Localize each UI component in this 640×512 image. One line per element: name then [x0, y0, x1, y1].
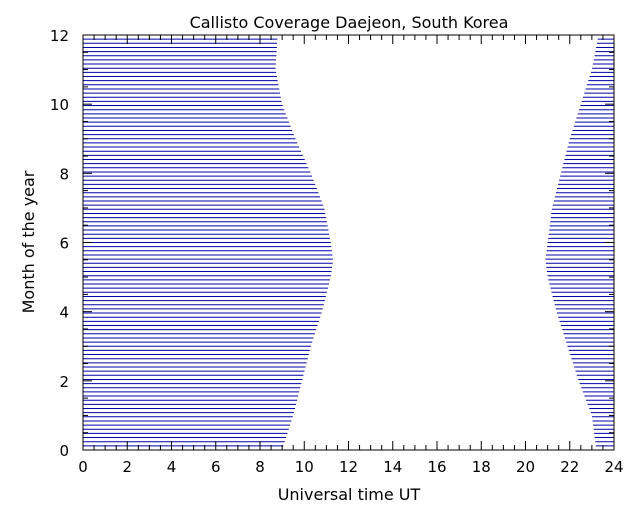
y-tick-label: 2: [59, 373, 69, 391]
x-tick-label: 2: [122, 458, 132, 476]
coverage-band-left: [83, 34, 333, 451]
x-tick-label: 0: [78, 458, 88, 476]
y-tick-label: 12: [50, 27, 69, 45]
x-tick-label: 20: [516, 458, 535, 476]
x-tick-label: 12: [339, 458, 358, 476]
x-tick-label: 14: [383, 458, 402, 476]
y-axis-label: Month of the year: [19, 170, 38, 313]
x-tick-label: 22: [560, 458, 579, 476]
y-tick-label: 8: [59, 165, 69, 183]
x-tick-label: 6: [211, 458, 221, 476]
x-tick-label: 24: [604, 458, 623, 476]
y-tick-label: 4: [59, 304, 69, 322]
coverage-bands: [83, 34, 614, 451]
y-tick-label: 10: [50, 96, 69, 114]
y-tick-label: 0: [59, 442, 69, 460]
x-axis-label: Universal time UT: [278, 485, 421, 504]
x-tick-label: 8: [255, 458, 265, 476]
coverage-band-right: [545, 34, 614, 451]
x-tick-label: 4: [167, 458, 177, 476]
x-tick-label: 10: [295, 458, 314, 476]
x-tick-label: 18: [472, 458, 491, 476]
x-tick-label: 16: [427, 458, 446, 476]
y-tick-label: 6: [59, 235, 69, 253]
chart-title: Callisto Coverage Daejeon, South Korea: [190, 13, 509, 32]
axis-ticks: [82, 34, 615, 451]
